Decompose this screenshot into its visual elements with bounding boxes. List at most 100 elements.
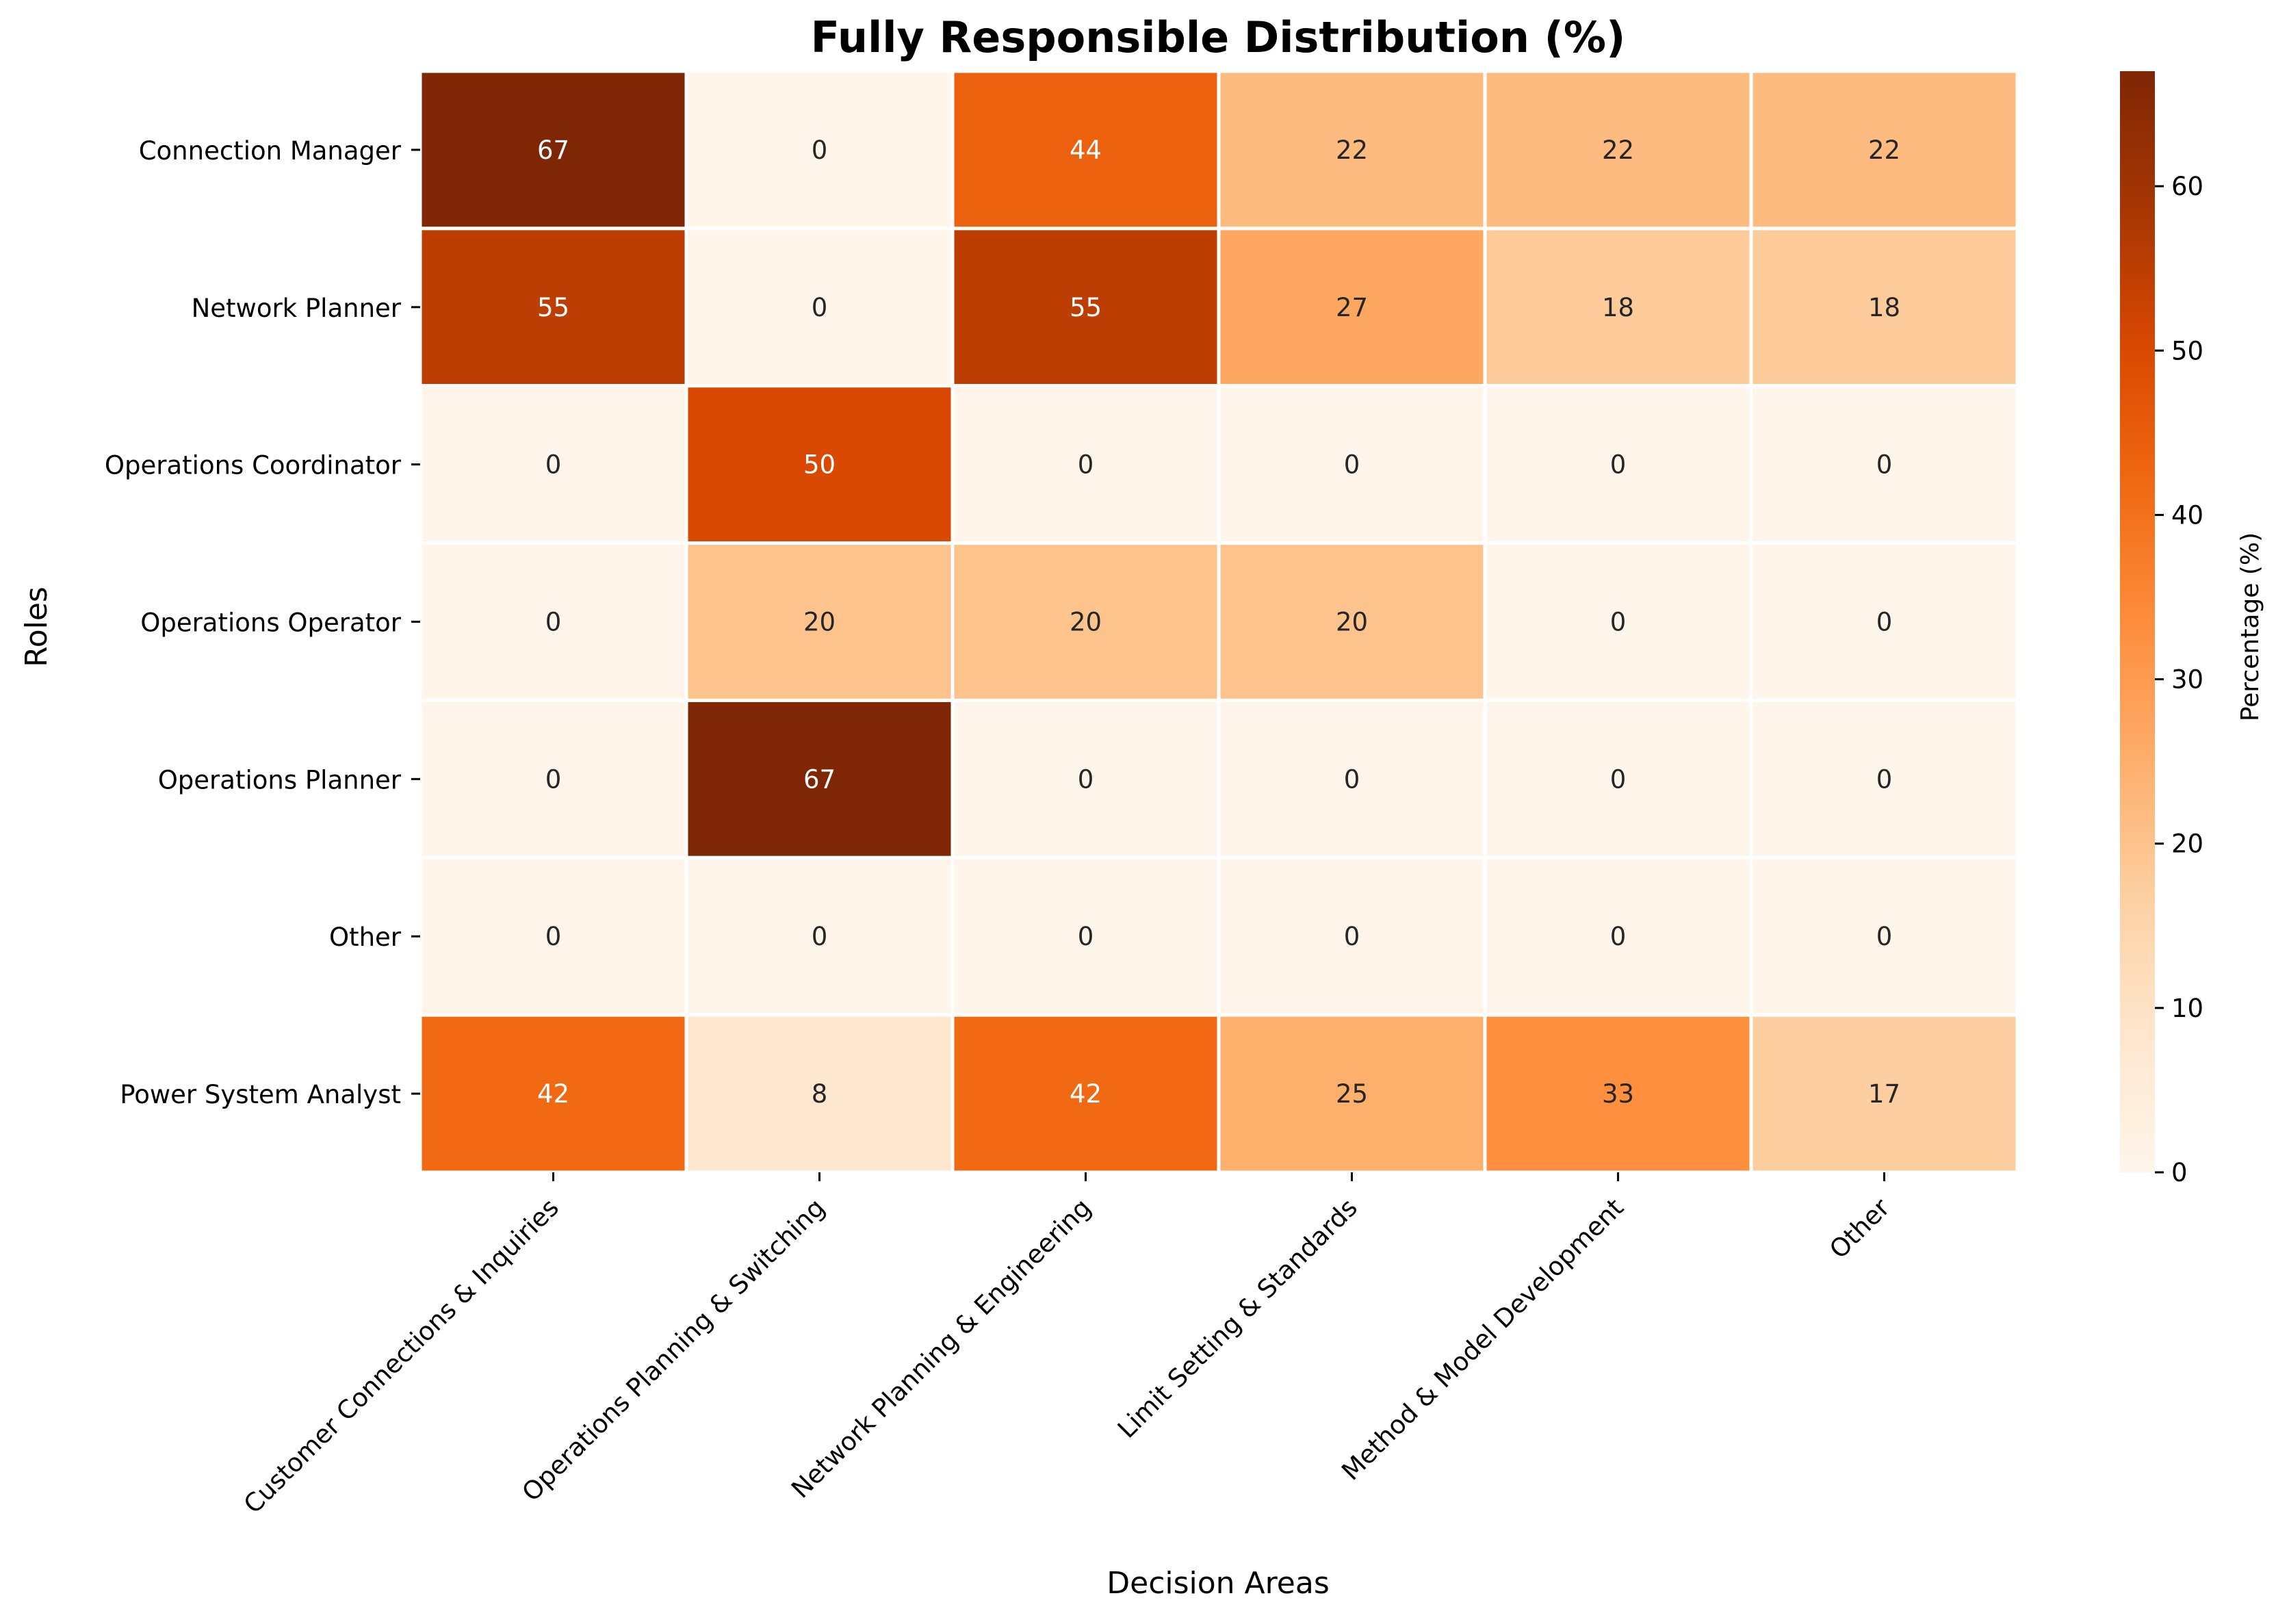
colorbar-label: Percentage (%) [2236,532,2264,721]
x-tick-label: Customer Connections & Inquiries [238,1193,565,1519]
heatmap-cell [684,227,955,388]
heatmap-cell [1483,541,1753,702]
cell-value-label: 42 [537,1079,569,1109]
heatmap-cell [684,541,955,702]
heatmap-cell [950,541,1221,702]
heatmap-cell [418,1013,688,1174]
heatmap-cell [1483,698,1753,860]
cell-value-label: 42 [1070,1079,1102,1109]
y-tick-label: Operations Coordinator [105,451,402,480]
y-tick-label: Connection Manager [139,136,402,166]
colorbar-tick-label: 0 [2171,1158,2188,1187]
heatmap-cell [418,541,688,702]
colorbar: 0 10 20 30 40 50 60 [2120,71,2203,1187]
cell-value-label: 18 [1602,293,1634,322]
heatmap-cell [418,69,688,231]
cell-value-label: 55 [537,293,569,322]
heatmap-cell [1749,69,2019,231]
heatmap-cell [1217,541,1487,702]
cell-value-label: 0 [545,450,562,480]
cell-value-label: 0 [1610,922,1627,951]
cell-value-label: 67 [803,764,836,794]
cell-value-label: 0 [545,608,562,637]
heatmap-cell [1749,541,2019,702]
cell-value-label: 0 [1344,450,1360,480]
colorbar-gradient [2120,71,2155,1172]
cell-value-label: 20 [1070,608,1102,637]
heatmap-cell [1217,384,1487,545]
cell-value-label: 0 [1610,450,1627,480]
cell-value-label: 0 [1344,922,1360,951]
cell-value-label: 0 [1078,764,1094,794]
cell-value-label: 22 [1336,136,1368,165]
colorbar-tick-label: 60 [2171,172,2203,201]
heatmap-cell [684,384,955,545]
cell-value-label: 22 [1868,136,1900,165]
cell-value-label: 18 [1868,293,1900,322]
heatmap-cell [950,69,1221,231]
heatmap-cell [1217,227,1487,388]
colorbar-tick-label: 40 [2171,500,2203,530]
cell-value-label: 20 [803,608,836,637]
cell-value-label: 0 [1344,764,1360,794]
cell-value-label: 0 [1078,450,1094,480]
heatmap-cells [418,69,2019,1174]
cell-value-label: 55 [1070,293,1102,322]
cell-value-label: 8 [812,1079,828,1109]
colorbar-tick-label: 50 [2171,336,2203,365]
cell-value-label: 0 [812,922,828,951]
y-tick-label: Other [329,923,402,952]
cell-value-label: 0 [1876,764,1893,794]
cell-value-label: 67 [537,136,569,165]
cell-value-label: 0 [1876,450,1893,480]
y-tick-label: Network Planner [192,294,402,323]
heatmap-cell [950,1013,1221,1174]
cell-value-label: 0 [545,922,562,951]
y-tick-label: Power System Analyst [120,1080,401,1109]
heatmap-cell [1217,1013,1487,1174]
cell-value-label: 0 [812,293,828,322]
cell-value-label: 22 [1602,136,1634,165]
heatmap-cell [1217,698,1487,860]
x-tick-label: Limit Setting & Standards [1112,1193,1363,1444]
heatmap-cell [950,698,1221,860]
heatmap-cell [418,698,688,860]
x-tick-label: Network Planning & Engineering [786,1193,1097,1504]
heatmap-cell [684,69,955,231]
cell-value-label: 0 [1876,608,1893,637]
x-tick-label: Method & Model Development [1336,1193,1629,1486]
heatmap-cell [1749,698,2019,860]
cell-value-label: 20 [1336,608,1368,637]
cell-value-label: 33 [1602,1079,1634,1109]
heatmap-cell [1483,384,1753,545]
x-axis: Customer Connections & InquiriesOperatio… [238,1172,1896,1519]
cell-value-label: 0 [1078,922,1094,951]
cell-value-label: 27 [1336,293,1368,322]
colorbar-tick-label: 10 [2171,994,2203,1023]
cell-value-label: 25 [1336,1079,1368,1109]
y-tick-label: Operations Operator [140,608,402,638]
heatmap-cell [418,855,688,1017]
cell-value-label: 0 [545,764,562,794]
x-tick-label: Other [1824,1192,1896,1264]
heatmap-cell [1749,855,2019,1017]
cell-value-label: 0 [1610,608,1627,637]
cell-value-label: 50 [803,450,836,480]
colorbar-tick-label: 20 [2171,829,2203,859]
x-axis-title: Decision Areas [1107,1566,1330,1601]
y-axis-title: Roles [19,587,54,667]
y-axis: Connection Manager Network Planner Operati… [105,136,420,1109]
cell-value-label: 17 [1868,1079,1900,1109]
y-tick-label: Operations Planner [158,765,402,795]
cell-value-label: 0 [1876,922,1893,951]
colorbar-tick-label: 30 [2171,665,2203,695]
heatmap-cell [1749,227,2019,388]
heatmap-cell [1749,1013,2019,1174]
chart-title: Fully Responsible Distribution (%) [811,12,1626,62]
cell-value-label: 0 [1610,764,1627,794]
cell-value-label: 44 [1070,136,1102,165]
heatmap-cell-labels: 67 0 44 22 22 22 55 0 55 27 18 18 0 50 0 0 0 0 0 20 20 20 0 0 0 6… [537,136,1900,1109]
x-tick-label: Operations Planning & Switching [517,1193,831,1507]
